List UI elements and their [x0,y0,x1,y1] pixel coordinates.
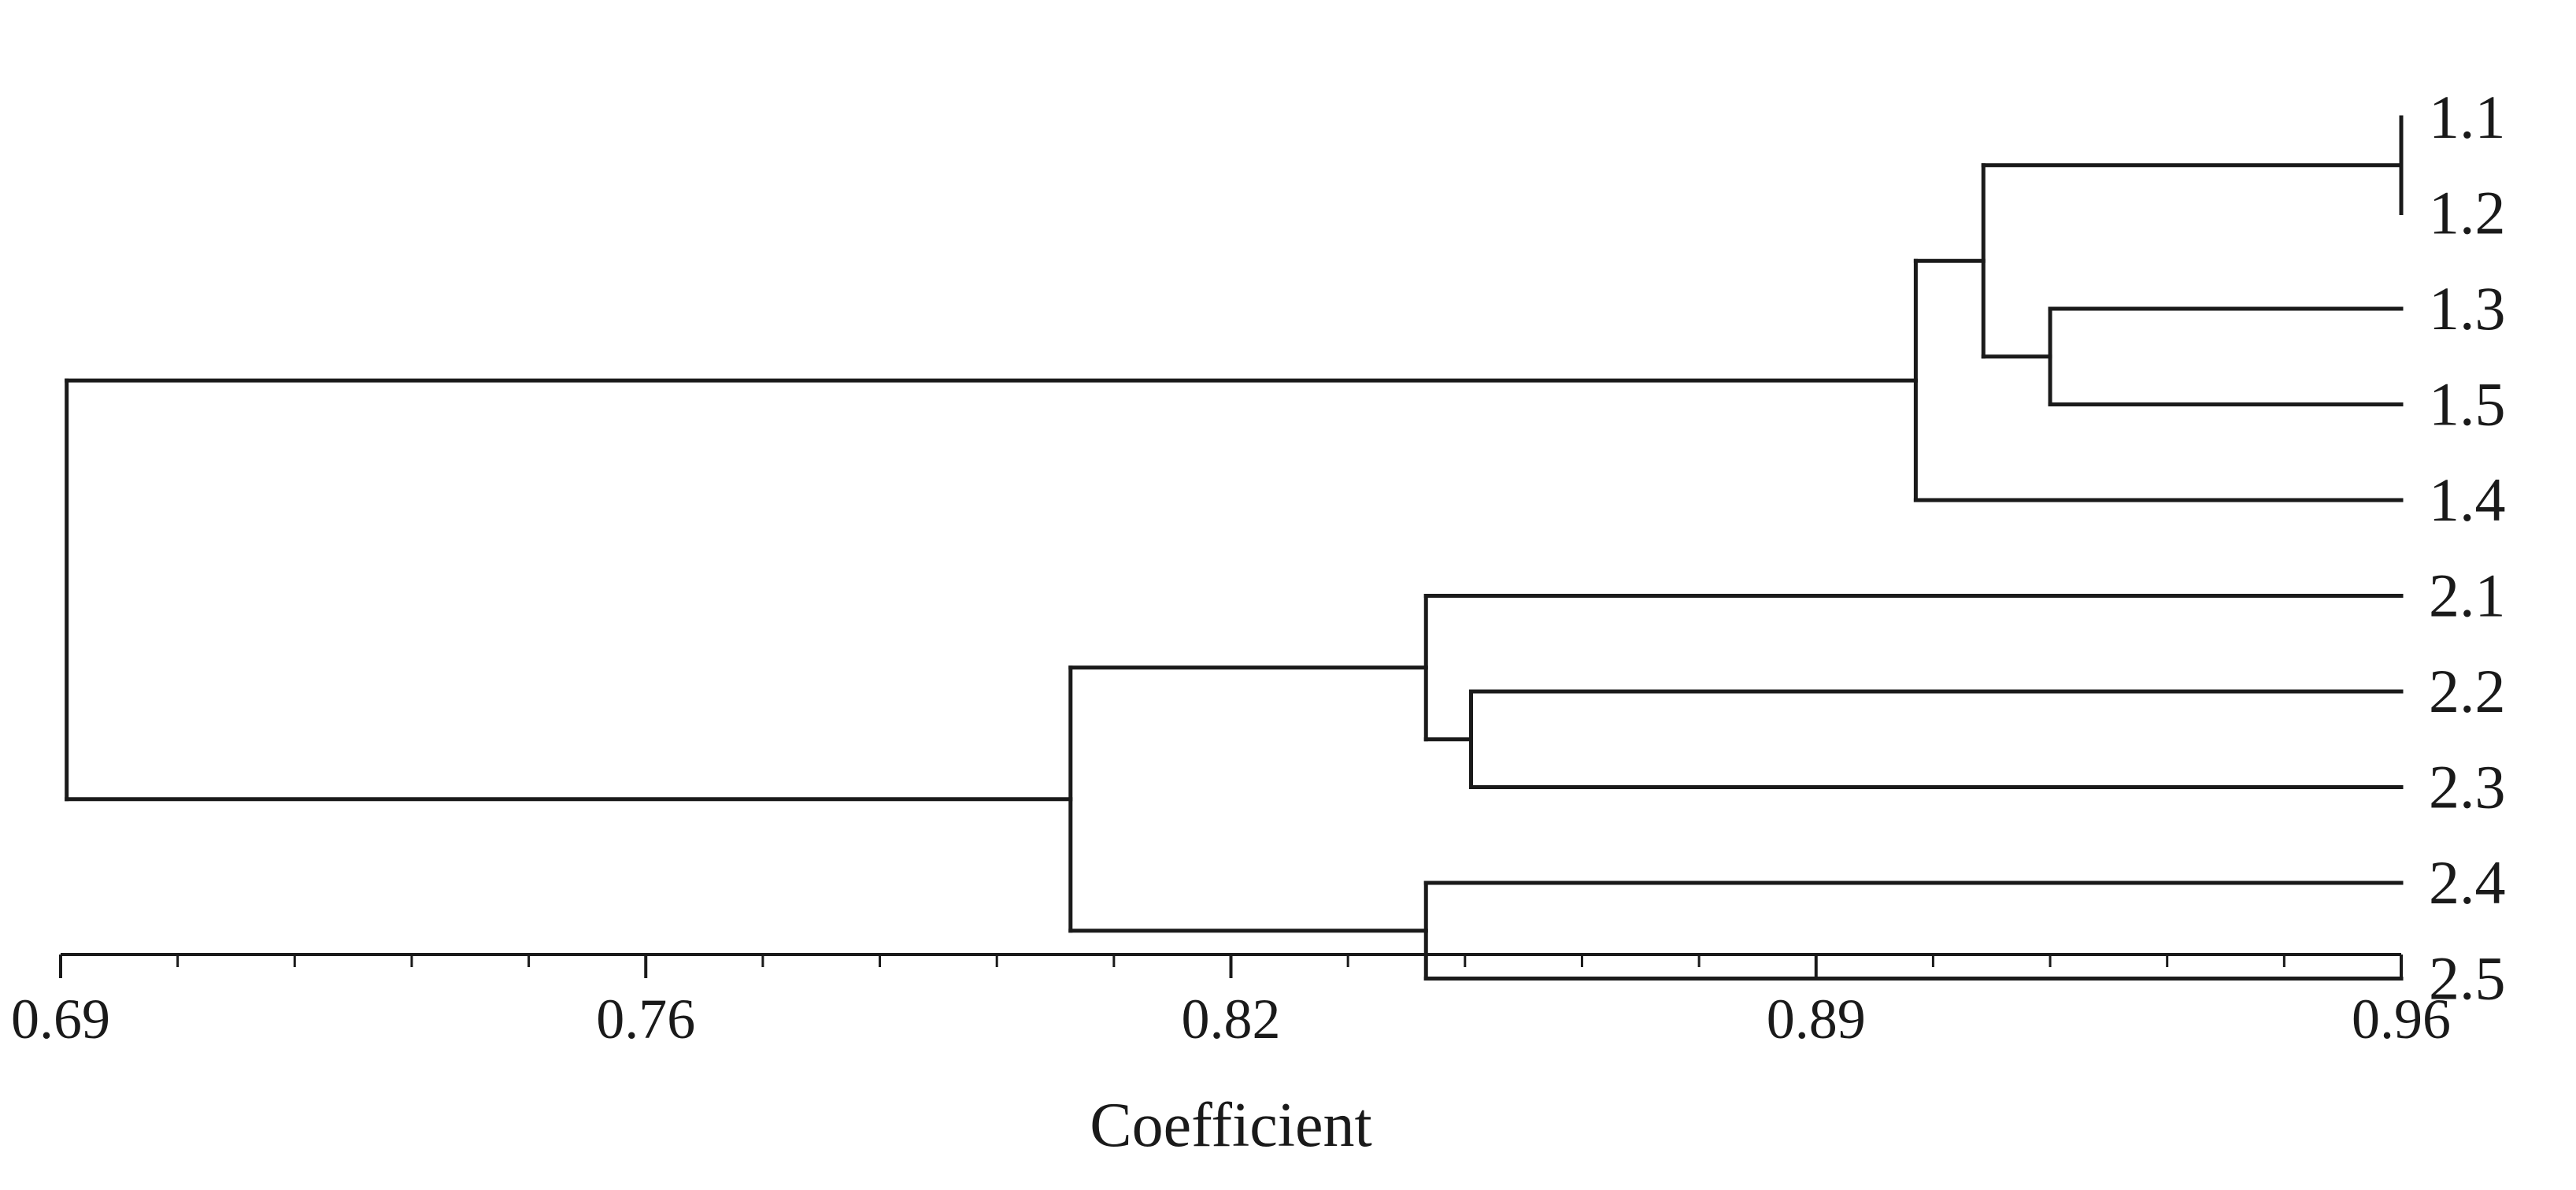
x-tick-label: 0.69 [11,988,110,1051]
x-tick-label: 0.82 [1182,988,1281,1051]
leaf-label: 2.2 [2429,657,2506,725]
x-tick-label: 0.76 [596,988,695,1051]
leaf-label: 1.5 [2429,370,2506,439]
leaf-label: 1.3 [2429,274,2506,343]
leaf-label: 2.3 [2429,753,2506,821]
leaf-label: 1.2 [2429,179,2506,247]
leaf-label: 1.1 [2429,83,2506,151]
leaf-label: 2.1 [2429,562,2506,630]
x-tick-label: 0.89 [1767,988,1866,1051]
leaf-labels: 1.1 1.2 1.3 1.5 1.4 2.1 2.2 2.3 2.4 2.5 [2429,83,2506,1013]
leaf-label: 2.5 [2429,944,2506,1013]
leaf-label: 1.4 [2429,465,2506,534]
x-axis-ticks [59,955,2403,978]
x-tick-label: 0.96 [2352,988,2451,1051]
x-axis: 0.69 0.76 0.82 0.89 0.96 [11,953,2451,1051]
dendrogram-branches [65,115,2404,981]
x-axis-title: Coefficient [1090,1091,1371,1160]
x-axis-tick-labels: 0.69 0.76 0.82 0.89 0.96 [11,988,2451,1051]
leaf-label: 2.4 [2429,848,2506,917]
